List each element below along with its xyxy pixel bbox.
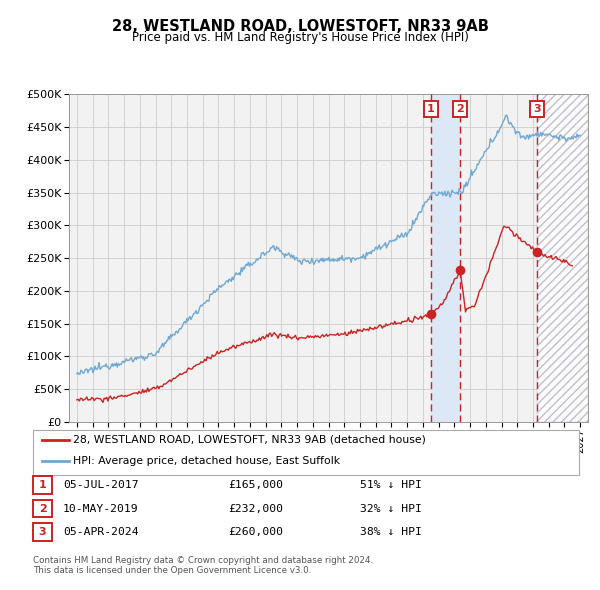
Text: 05-APR-2024: 05-APR-2024 <box>63 527 139 537</box>
Text: 10-MAY-2019: 10-MAY-2019 <box>63 504 139 513</box>
Text: 28, WESTLAND ROAD, LOWESTOFT, NR33 9AB (detached house): 28, WESTLAND ROAD, LOWESTOFT, NR33 9AB (… <box>73 435 426 444</box>
Text: 05-JUL-2017: 05-JUL-2017 <box>63 480 139 490</box>
Bar <box>431 94 460 422</box>
Text: 3: 3 <box>533 104 541 114</box>
Text: 1: 1 <box>39 480 46 490</box>
Text: £260,000: £260,000 <box>228 527 283 537</box>
Text: Contains HM Land Registry data © Crown copyright and database right 2024.
This d: Contains HM Land Registry data © Crown c… <box>33 556 373 575</box>
Text: 2: 2 <box>39 504 46 513</box>
Text: 3: 3 <box>39 527 46 537</box>
Text: 2: 2 <box>456 104 464 114</box>
Bar <box>537 94 588 422</box>
Text: 28, WESTLAND ROAD, LOWESTOFT, NR33 9AB: 28, WESTLAND ROAD, LOWESTOFT, NR33 9AB <box>112 19 488 34</box>
Text: 51% ↓ HPI: 51% ↓ HPI <box>360 480 422 490</box>
Text: 1: 1 <box>427 104 435 114</box>
Text: £165,000: £165,000 <box>228 480 283 490</box>
Text: 38% ↓ HPI: 38% ↓ HPI <box>360 527 422 537</box>
Text: 32% ↓ HPI: 32% ↓ HPI <box>360 504 422 513</box>
Text: Price paid vs. HM Land Registry's House Price Index (HPI): Price paid vs. HM Land Registry's House … <box>131 31 469 44</box>
Text: £232,000: £232,000 <box>228 504 283 513</box>
Text: HPI: Average price, detached house, East Suffolk: HPI: Average price, detached house, East… <box>73 457 340 466</box>
